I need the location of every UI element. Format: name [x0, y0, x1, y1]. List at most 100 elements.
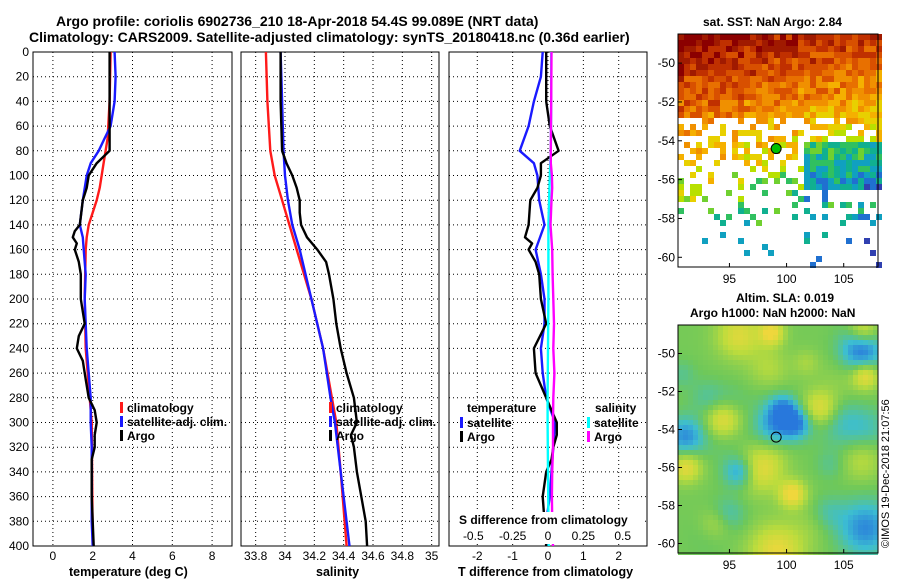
sst-cell: [738, 142, 744, 148]
sst-cell: [744, 76, 750, 82]
sla-cell: [873, 480, 878, 485]
sla-cell: [858, 545, 863, 550]
sla-cell: [758, 325, 763, 330]
sst-cell: [840, 88, 846, 94]
sst-cell: [810, 124, 816, 130]
sla-cell: [798, 345, 803, 350]
sst-cell: [708, 64, 714, 70]
sla-cell: [748, 495, 753, 500]
sla-cell: [703, 390, 708, 395]
sla-cell: [718, 400, 723, 405]
sst-cell: [762, 100, 768, 106]
temperature-grid: [33, 52, 232, 546]
sla-cell: [843, 390, 848, 395]
sla-cell: [693, 325, 698, 330]
sla-cell: [843, 380, 848, 385]
sla-cell: [743, 510, 748, 515]
sst-cell: [852, 82, 858, 88]
sst-cell: [762, 82, 768, 88]
sla-cell: [848, 460, 853, 465]
sla-cell: [783, 390, 788, 395]
series-line-climatology: [264, 51, 348, 547]
sst-cell: [732, 100, 738, 106]
sla-cell: [758, 420, 763, 425]
sst-cell: [864, 58, 870, 64]
sla-cell: [718, 510, 723, 515]
s-diff-tick-label: -0.25: [499, 529, 527, 543]
sla-cell: [778, 420, 783, 425]
depth-tick-label: 200: [9, 292, 29, 306]
sla-cell: [858, 335, 863, 340]
sla-cell: [873, 495, 878, 500]
sla-cell: [828, 385, 833, 390]
sla-cell: [838, 335, 843, 340]
sst-cell: [720, 112, 726, 118]
sla-cell: [763, 375, 768, 380]
sst-cell: [804, 70, 810, 76]
sst-cell: [720, 70, 726, 76]
sla-cell: [773, 355, 778, 360]
sst-cell: [804, 100, 810, 106]
sla-cell: [783, 410, 788, 415]
sst-cell: [720, 76, 726, 82]
sst-cell: [870, 64, 876, 70]
sla-cell: [798, 380, 803, 385]
sla-cell: [828, 405, 833, 410]
sla-cell: [763, 340, 768, 345]
x-tick-label: 4: [129, 549, 136, 563]
sla-cell: [868, 430, 873, 435]
sla-cell: [783, 475, 788, 480]
sst-cell: [762, 76, 768, 82]
sst-cell: [804, 196, 810, 202]
sst-cell: [822, 214, 828, 220]
sla-cell: [678, 445, 683, 450]
sla-cell: [698, 340, 703, 345]
sla-cell: [733, 540, 738, 545]
sla-cell: [723, 455, 728, 460]
sla-cell: [763, 445, 768, 450]
sst-cell: [828, 130, 834, 136]
sla-cell: [753, 325, 758, 330]
sla-cell: [833, 425, 838, 430]
sst-cell: [708, 118, 714, 124]
sla-cell: [798, 465, 803, 470]
sst-cell: [696, 112, 702, 118]
sla-cell: [693, 475, 698, 480]
sst-cell: [720, 154, 726, 160]
sla-cell: [708, 425, 713, 430]
sla-cell: [728, 390, 733, 395]
sst-cell: [786, 190, 792, 196]
sla-cell: [858, 365, 863, 370]
sst-cell: [768, 58, 774, 64]
sla-cell: [848, 485, 853, 490]
sla-cell: [823, 530, 828, 535]
sla-cell: [848, 445, 853, 450]
sla-cell: [803, 345, 808, 350]
sst-cell: [708, 46, 714, 52]
sla-cell: [758, 425, 763, 430]
sla-cell: [768, 375, 773, 380]
sla-cell: [838, 325, 843, 330]
sla-cell: [873, 380, 878, 385]
sla-cell: [703, 355, 708, 360]
sla-cell: [733, 325, 738, 330]
sst-cell: [714, 64, 720, 70]
sla-cell: [758, 435, 763, 440]
sla-cell: [808, 375, 813, 380]
sla-cell: [788, 410, 793, 415]
sla-cell: [693, 465, 698, 470]
sla-cell: [853, 415, 858, 420]
sst-cell: [828, 154, 834, 160]
sst-cell: [816, 64, 822, 70]
sla-cell: [748, 455, 753, 460]
sla-cell: [743, 350, 748, 355]
sla-cell: [723, 445, 728, 450]
sla-cell: [868, 435, 873, 440]
sla-cell: [823, 490, 828, 495]
sla-cell: [683, 330, 688, 335]
sst-cell: [732, 148, 738, 154]
sst-cell: [792, 76, 798, 82]
sla-cell: [813, 365, 818, 370]
sst-cell: [744, 88, 750, 94]
sla-cell: [853, 345, 858, 350]
